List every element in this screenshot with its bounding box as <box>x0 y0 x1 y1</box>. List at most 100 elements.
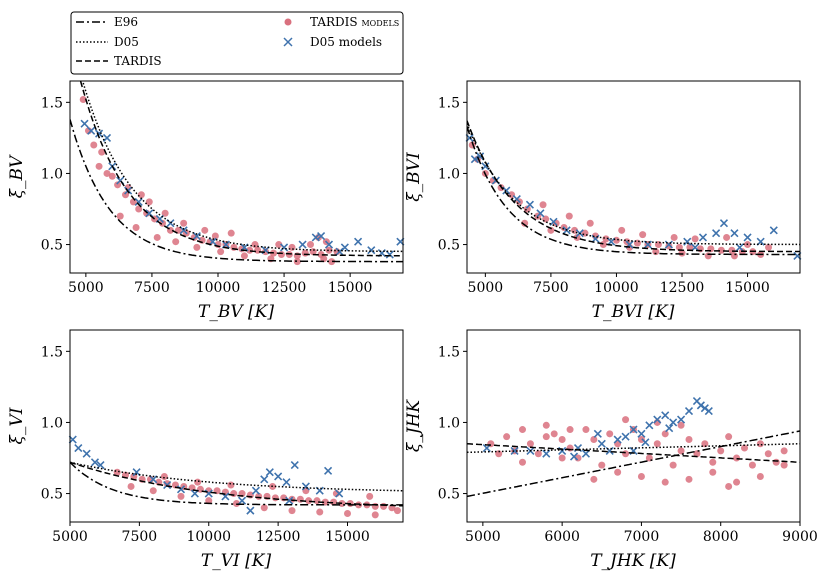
panel-bv-tardis-point-44 <box>320 255 328 263</box>
panel-bv-tardis-point-12 <box>159 219 166 227</box>
panel-jhk-d05-point-11 <box>629 425 638 434</box>
panel-bvi-xtick-label-1: 7500 <box>533 280 569 296</box>
panel-vi-tardis-point-45 <box>160 472 168 480</box>
panel-vi-ytick-label-1: 1.0 <box>41 415 63 431</box>
panel-jhk-tardis-point-33 <box>756 440 764 448</box>
panel-bv-tardis-point-25 <box>262 248 270 256</box>
panel-vi-tardis-point-23 <box>305 497 313 505</box>
panel-bvi: 5000 7500 10000 12500 15000 0.5 1.0 1.5 T_BVI [… <box>404 80 802 322</box>
panel-bv-tardis-point-35 <box>116 212 124 220</box>
legend-e96-label: E96 <box>114 15 138 29</box>
panel-bvi-tardis-point-21 <box>665 242 673 250</box>
panel-bvi-d05-point-24 <box>769 226 778 235</box>
panel-bv-tardis-point-33 <box>325 246 333 254</box>
panel-vi-tardis-point-6 <box>163 480 171 488</box>
panel-jhk-d05-point-17 <box>677 415 686 424</box>
panel-jhk-d05-line <box>467 443 800 454</box>
panel-bvi-d05-point-21 <box>730 229 739 238</box>
panel-bvi-ytick-label-2: 1.5 <box>438 95 460 111</box>
panel-bvi-tardis-point-35 <box>652 248 660 256</box>
panel-bv-tardis-point-4 <box>103 169 111 177</box>
panel-bvi-tardis-point-33 <box>599 241 607 249</box>
panel-vi-tardis-point-26 <box>330 498 338 506</box>
panel-jhk-tardis-point-53 <box>677 421 685 429</box>
panel-vi-tardis-point-35 <box>149 487 157 495</box>
panel-bvi-tardis-point-36 <box>678 249 686 257</box>
panel-jhk-tardis-point-42 <box>614 468 622 476</box>
panel-bv-tardis-point-39 <box>193 243 201 251</box>
panel-vi-tardis-point-41 <box>316 508 324 516</box>
panel-jhk-tardis-point-48 <box>756 472 764 480</box>
panel-jhk-tardis-point-3 <box>519 426 526 434</box>
panel-bv-tardis-point-7 <box>122 191 129 199</box>
panel-jhk-d05-point-6 <box>581 449 590 458</box>
panel-bv-d05-point-12 <box>192 231 201 241</box>
panel-vi-d05-point-12 <box>237 496 247 505</box>
panel-jhk-tardis-point-31 <box>741 444 748 452</box>
panel-bv-d05-point-22 <box>354 237 363 246</box>
panel-vi-d05-point-3 <box>90 458 100 467</box>
panel-bv-ytick-label-0: 0.5 <box>41 238 63 254</box>
panel-bvi-tardis-point-30 <box>521 219 529 227</box>
panel-jhk-tardis-point-11 <box>582 426 590 434</box>
panel-jhk-tardis-point-12 <box>590 436 598 444</box>
panel-vi-ytick-label-2: 1.5 <box>41 344 63 360</box>
legend-tardis-models-label: TARDIS models <box>310 15 399 29</box>
panel-bvi-tardis-point-49 <box>765 243 773 251</box>
panel-bvi-tardis-line <box>467 120 800 253</box>
panel-vi-tardis-point-19 <box>271 494 279 502</box>
panel-jhk-tardis-point-5 <box>534 450 542 458</box>
panel-jhk-d05-point-9 <box>613 435 622 444</box>
panel-bv-tardis-point-37 <box>153 233 161 241</box>
panel-bvi-tardis-point-15 <box>602 235 610 243</box>
panel-vi-tardis-point-43 <box>371 511 379 519</box>
panel-jhk-d05-point-24 <box>641 438 650 447</box>
panel-vi-d05-point-18 <box>290 461 299 470</box>
panel-jhk-tardis-point-47 <box>733 478 741 486</box>
panel-vi-d05-point-21 <box>324 466 333 475</box>
panel-bvi-d05-point-19 <box>712 229 721 238</box>
panel-vi-tardis-point-32 <box>380 502 388 510</box>
legend-tardis-label: TARDIS <box>114 54 162 68</box>
panel-jhk-tardis-point-4 <box>526 440 534 448</box>
panel-jhk-d05-point-15 <box>661 411 670 420</box>
panel-vi-tardis-point-34 <box>127 482 135 490</box>
panel-bv-tardis-point-2 <box>90 141 98 149</box>
panel-jhk-tardis-line <box>467 443 800 464</box>
panel-bv-tardis-point-51 <box>288 243 296 251</box>
panel-bvi-xlabel: T_BVI [K] <box>592 302 675 322</box>
panel-bvi-d05-line <box>467 123 800 246</box>
panel-bv-tardis-point-58 <box>201 226 209 234</box>
panel-bvi-tardis-point-45 <box>670 233 678 241</box>
panel-vi-tardis-point-44 <box>393 507 401 515</box>
panel-bvi-tardis-point-44 <box>639 231 647 239</box>
panel-vi-tardis-line <box>70 461 403 507</box>
panel-jhk-ytick-label-1: 1.0 <box>438 415 460 431</box>
panel-vi-tardis-point-40 <box>288 507 296 515</box>
panel-jhk-tardis-point-21 <box>661 430 669 438</box>
panel-jhk-d05-point-25 <box>593 429 602 438</box>
panel-vi-d05-point-14 <box>260 475 269 484</box>
panel-jhk-tardis-point-22 <box>669 461 677 469</box>
panel-bvi-xtick-label-4: 15000 <box>725 280 770 296</box>
panel-vi-tardis-point-42 <box>344 509 351 517</box>
panel-jhk-tardis-point-51 <box>558 454 566 462</box>
panel-jhk-d05-point-18 <box>684 407 694 416</box>
panel-vi-xtick-label-1: 7500 <box>122 529 158 545</box>
panel-vi-d05-point-24 <box>285 496 294 505</box>
panel-bv-tardis-point-6 <box>114 181 122 189</box>
panel-jhk-tardis-point-25 <box>693 450 701 458</box>
panel-bv-tardis-point-23 <box>246 246 254 254</box>
panel-bvi-xtick-label-2: 10000 <box>594 280 639 296</box>
panel-jhk-tardis-point-16 <box>622 450 630 458</box>
panel-bv-tardis-point-54 <box>275 241 283 249</box>
panel-jhk-tardis-point-39 <box>542 421 550 429</box>
panel-jhk-tardis-point-7 <box>550 430 558 438</box>
panel-jhk-tardis-point-36 <box>780 447 788 455</box>
panel-vi-d05-point-22 <box>335 489 344 498</box>
panel-bvi-tardis-point-27 <box>728 246 736 254</box>
panel-bv-tardis-point-40 <box>217 248 225 256</box>
panel-bvi-d05-point-18 <box>698 233 708 242</box>
panel-jhk-d05-point-1 <box>510 446 519 455</box>
panel-jhk-d05-point-13 <box>645 421 654 430</box>
